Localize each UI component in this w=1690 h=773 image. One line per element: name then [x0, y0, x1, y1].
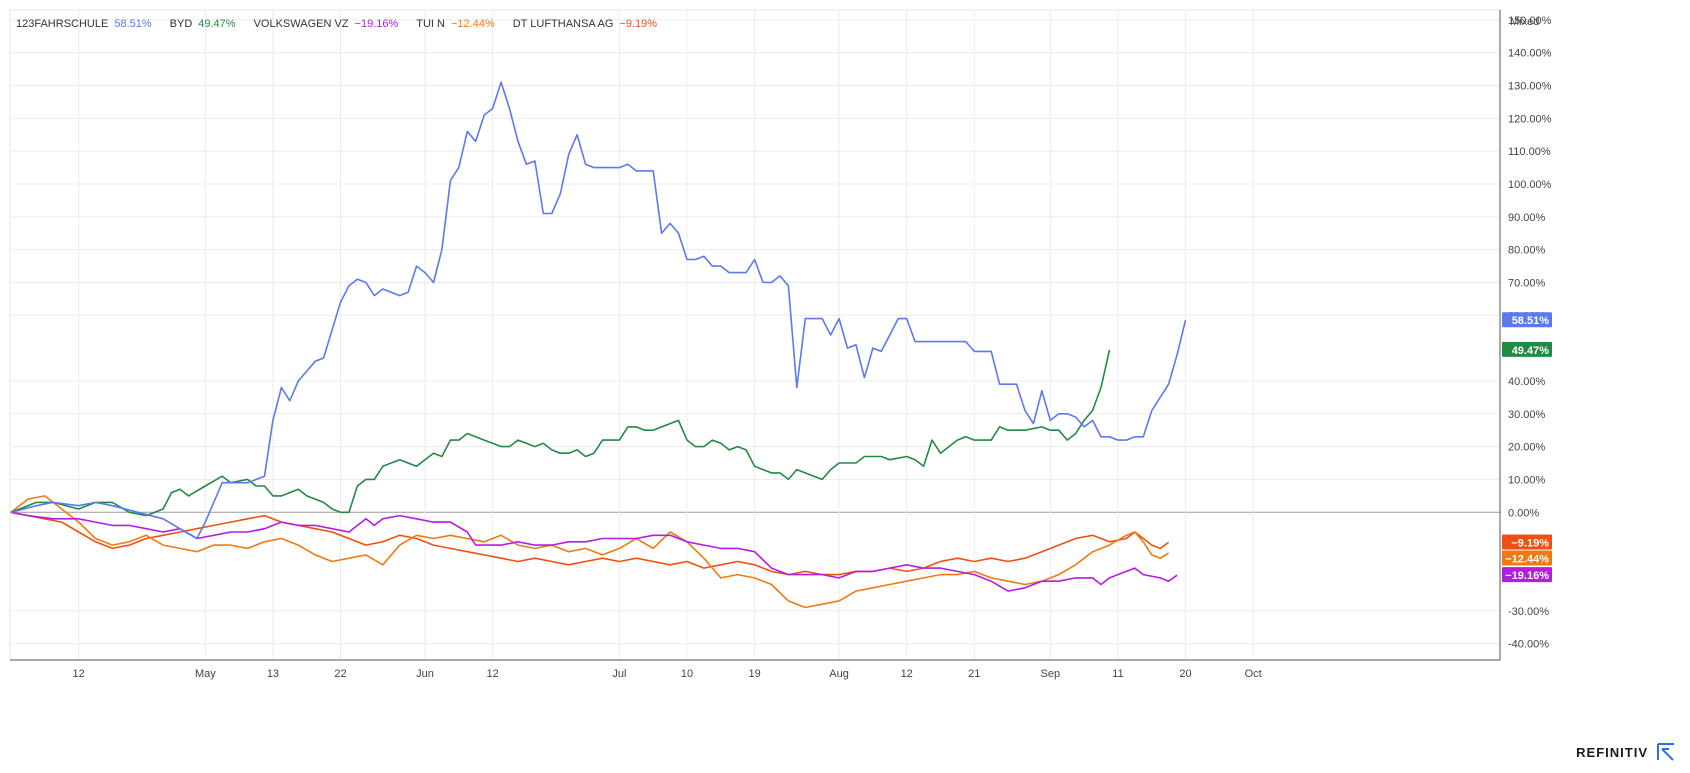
x-tick-label: Aug [829, 668, 849, 680]
scale-label: Mixed [1510, 16, 1539, 28]
y-tick-label: 10.00% [1508, 474, 1546, 486]
refinitiv-arrow-icon [1657, 743, 1674, 761]
x-tick-label: Jul [612, 668, 626, 680]
value-badge-label-123fahrschule: 58.51% [1512, 315, 1550, 327]
x-tick-label: 12 [487, 668, 499, 680]
y-tick-label: 90.00% [1508, 212, 1546, 224]
value-badge-label-byd: 49.47% [1512, 345, 1550, 357]
legend-change-123fahrschule: 58.51% [114, 18, 152, 30]
legend-change-tui-n: −12.44% [451, 18, 495, 30]
x-tick-label: 11 [1112, 668, 1123, 680]
brand-name: REFINITIV [1576, 744, 1648, 760]
y-tick-label: -30.00% [1508, 606, 1549, 618]
y-tick-label: 100.00% [1508, 179, 1552, 191]
x-tick-label: 12 [901, 668, 913, 680]
value-badge-label-dt-lufthansa-ag: −9.19% [1511, 537, 1549, 549]
x-tick-label: 22 [334, 668, 346, 680]
y-tick-label: 110.00% [1508, 146, 1551, 158]
y-tick-label: 20.00% [1508, 442, 1546, 454]
x-tick-label: 20 [1179, 668, 1191, 680]
x-tick-label: Oct [1245, 668, 1262, 680]
x-tick-label: 10 [681, 668, 693, 680]
y-tick-label: 40.00% [1508, 376, 1546, 388]
y-tick-label: 130.00% [1508, 81, 1552, 93]
legend-change-volkswagen-vz: −19.16% [355, 18, 399, 30]
legend-name-tui-n: TUI N [416, 18, 445, 30]
legend-name-dt-lufthansa-ag: DT LUFTHANSA AG [513, 18, 614, 30]
legend-change-byd: 49.47% [198, 18, 236, 30]
x-tick-label: 13 [267, 668, 279, 680]
series-line-byd [10, 349, 1111, 517]
x-tick-label: May [195, 668, 216, 680]
y-tick-label: -40.00% [1508, 639, 1549, 651]
value-badge-volkswagen-vz [1502, 567, 1552, 583]
x-tick-label: Sep [1041, 668, 1061, 680]
value-badge-123fahrschule [1502, 312, 1552, 328]
legend-name-123fahrschule: 123FAHRSCHULE [16, 18, 108, 30]
value-badge-byd [1502, 341, 1552, 357]
value-badge-tui-n [1502, 550, 1552, 566]
series-line-tui-n [10, 495, 1170, 609]
value-badge-label-tui-n: −12.44% [1505, 553, 1549, 565]
y-tick-label: 150.00% [1508, 15, 1552, 27]
y-tick-label: 0.00% [1508, 507, 1539, 519]
x-tick-label: Jun [416, 668, 434, 680]
value-badge-dt-lufthansa-ag [1502, 534, 1552, 550]
y-tick-label: 30.00% [1508, 409, 1546, 421]
series-line-dt-lufthansa-ag [10, 511, 1170, 576]
legend-name-byd: BYD [170, 18, 193, 30]
y-tick-label: 80.00% [1508, 245, 1546, 257]
y-tick-label: 70.00% [1508, 277, 1546, 289]
y-tick-label: 120.00% [1508, 113, 1552, 125]
series-line-volkswagen-vz [10, 511, 1178, 592]
series-line-123fahrschule [10, 81, 1187, 540]
x-tick-label: 19 [748, 668, 760, 680]
x-tick-label: 21 [968, 668, 980, 680]
legend-change-dt-lufthansa-ag: −9.19% [619, 18, 657, 30]
value-badge-label-volkswagen-vz: −19.16% [1505, 570, 1549, 582]
y-tick-label: 140.00% [1508, 48, 1552, 60]
x-tick-label: 12 [72, 668, 84, 680]
refinitiv-logo: REFINITIV [1576, 742, 1676, 762]
legend-name-volkswagen-vz: VOLKSWAGEN VZ [254, 18, 349, 30]
